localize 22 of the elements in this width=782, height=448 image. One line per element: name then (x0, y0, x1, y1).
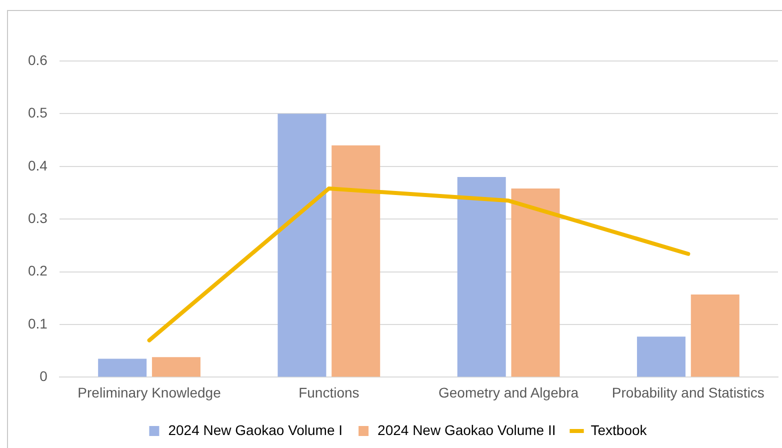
y-tick-label: 0.5 (28, 104, 48, 121)
y-tick-label: 0.1 (28, 315, 48, 332)
bar (511, 188, 560, 377)
bar (152, 357, 200, 377)
bar (690, 294, 740, 377)
bar (98, 358, 147, 377)
y-tick-label: 0.3 (28, 210, 48, 226)
bar (278, 114, 326, 377)
y-tick-label: 0 (40, 368, 48, 384)
bar (457, 176, 506, 377)
x-tick-label: Probability and Statistics (612, 384, 764, 400)
legend-label: 2024 New Gaokao Volume II (378, 422, 556, 438)
x-tick-label: Geometry and Algebra (438, 384, 579, 400)
x-tick-label: Preliminary Knowledge (78, 384, 222, 400)
legend-label: Textbook (590, 422, 648, 438)
x-tick-label: Functions (298, 384, 360, 400)
bar (636, 336, 686, 377)
bar (332, 145, 380, 377)
legend-label: 2024 New Gaokao Volume I (168, 422, 343, 438)
y-tick-label: 0.6 (28, 52, 48, 68)
y-tick-label: 0.2 (28, 262, 48, 279)
y-tick-label: 0.4 (28, 157, 48, 174)
